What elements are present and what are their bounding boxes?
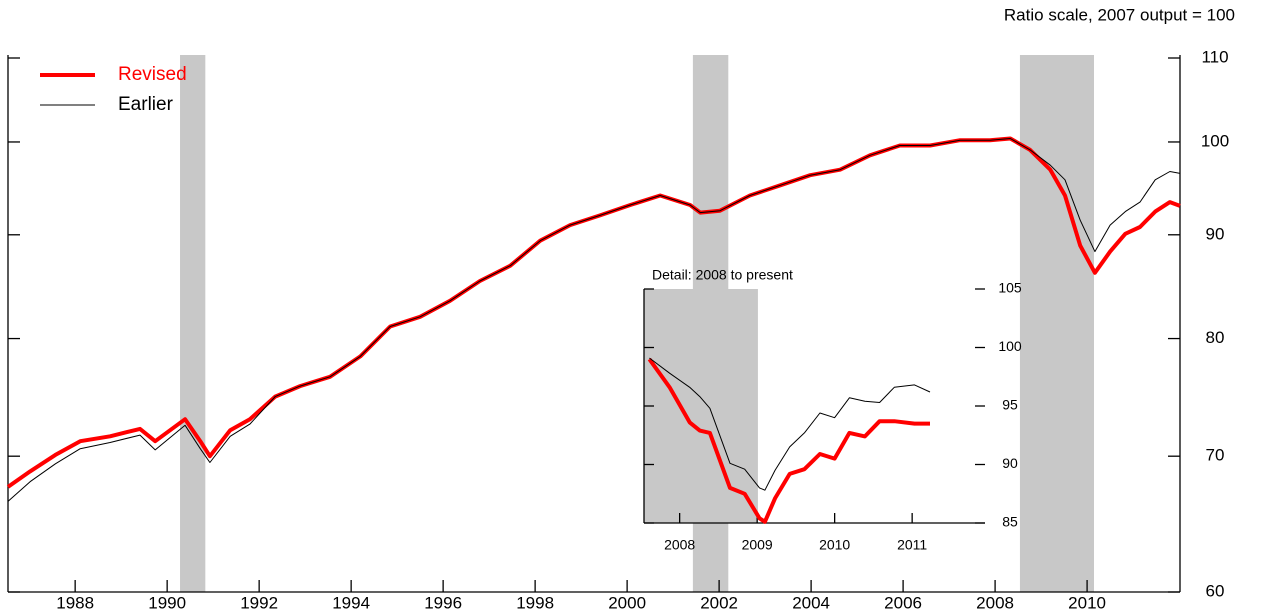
y-tick-label: 100 [1201, 131, 1229, 150]
x-tick-label: 2010 [819, 537, 850, 553]
x-tick-label: 2004 [792, 593, 830, 612]
x-tick-label: 2011 [897, 537, 927, 553]
y-tick-label: 95 [1002, 397, 1018, 413]
legend-label: Revised [118, 64, 187, 85]
series-line [649, 357, 931, 491]
x-tick-label: 2009 [742, 537, 773, 553]
y-tick-label: 110 [1201, 47, 1228, 66]
x-tick-label: 2000 [608, 593, 646, 612]
y-tick-label: 70 [1206, 446, 1225, 465]
x-tick-label: 1988 [56, 593, 94, 612]
legend-label: Earlier [118, 94, 174, 115]
recession-shade [180, 55, 206, 592]
x-tick-label: 1998 [516, 593, 554, 612]
x-tick-label: 2010 [1068, 593, 1106, 612]
y-tick-label: 100 [998, 338, 1022, 354]
x-tick-label: 1990 [148, 593, 186, 612]
series-line [647, 358, 930, 524]
x-tick-label: 1992 [240, 593, 278, 612]
scale-note: Ratio scale, 2007 output = 100 [1004, 5, 1235, 24]
recession-shade [644, 289, 758, 523]
y-tick-label: 105 [998, 280, 1022, 296]
y-tick-label: 90 [1206, 224, 1225, 243]
series-line [7, 138, 1181, 502]
x-tick-label: 2002 [700, 593, 738, 612]
y-tick-label: 85 [1002, 514, 1018, 530]
x-tick-label: 2008 [976, 593, 1014, 612]
x-tick-label: 1994 [332, 593, 370, 612]
plot: 85 90 95 100 105 2008 2009 2010 2011 Detail: 2008… [643, 267, 1022, 553]
y-tick-label: 90 [1002, 455, 1018, 471]
recession-shade [1019, 55, 1094, 592]
plot: 60 70 80 90 100 110 1988 1990 1992 1994 1996 1998 20… [6, 47, 1229, 612]
y-tick-label: 80 [1206, 328, 1225, 347]
x-tick-label: 1996 [424, 593, 462, 612]
x-tick-label: 2008 [664, 537, 695, 553]
y-tick-label: 60 [1206, 581, 1225, 600]
inset-title: Detail: 2008 to present [652, 267, 793, 283]
x-tick-label: 2006 [884, 593, 922, 612]
